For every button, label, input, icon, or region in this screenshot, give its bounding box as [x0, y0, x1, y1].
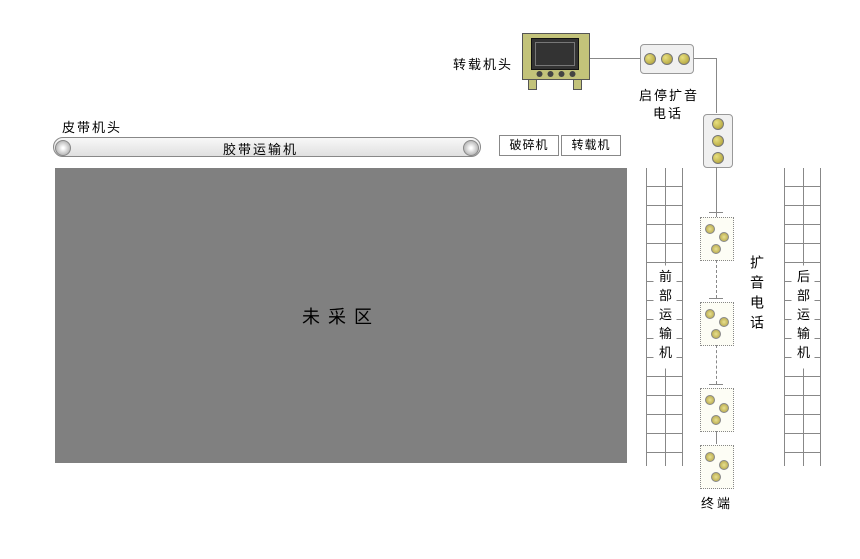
- speaker-node-3: [700, 388, 734, 432]
- tjoint: [709, 384, 723, 385]
- label-houbu: 后部运输机: [791, 266, 814, 369]
- connector: [716, 58, 717, 113]
- tjoint: [709, 212, 723, 213]
- connector: [716, 167, 717, 217]
- label-zhuanzaijitou: 转载机头: [453, 54, 513, 73]
- label-jiaodaiyunshuji: 胶带运输机: [223, 139, 298, 158]
- speaker-terminal: [700, 445, 734, 489]
- tjoint: [709, 298, 723, 299]
- speaker-node-2: [700, 302, 734, 346]
- speaker-node-1: [700, 217, 734, 261]
- amp-unit-top: [640, 44, 694, 74]
- label-kuoyindianhua: 扩音电话: [745, 255, 765, 335]
- mining-area: 未采区: [55, 168, 627, 463]
- connector-dashed: [716, 345, 717, 384]
- connector: [716, 431, 717, 444]
- connector: [694, 58, 716, 59]
- ladder-back: 后部运输机: [784, 168, 821, 466]
- cabinet-zhuanzaijitou: [522, 33, 588, 88]
- amp-unit-right: [703, 114, 733, 168]
- label-qiting-l2: 电话: [653, 103, 683, 122]
- label-weicaiqu: 未采区: [302, 303, 380, 329]
- connector-dashed: [716, 260, 717, 298]
- label-qianbu: 前部运输机: [653, 266, 676, 369]
- label-pidaijitou: 皮带机头: [62, 117, 122, 136]
- ladder-front: 前部运输机: [646, 168, 683, 466]
- diagram-canvas: 转载机头 启停扩音 电话 皮带机头 胶带运输机 破碎机 转载机 未采区 前部运输…: [0, 0, 860, 559]
- label-qiting-l1: 启停扩音: [639, 85, 699, 104]
- box-zhuanzaiji: 转载机: [561, 135, 621, 156]
- label-zhongduan: 终端: [701, 493, 733, 512]
- box-posuiji: 破碎机: [499, 135, 559, 156]
- connector: [590, 58, 640, 59]
